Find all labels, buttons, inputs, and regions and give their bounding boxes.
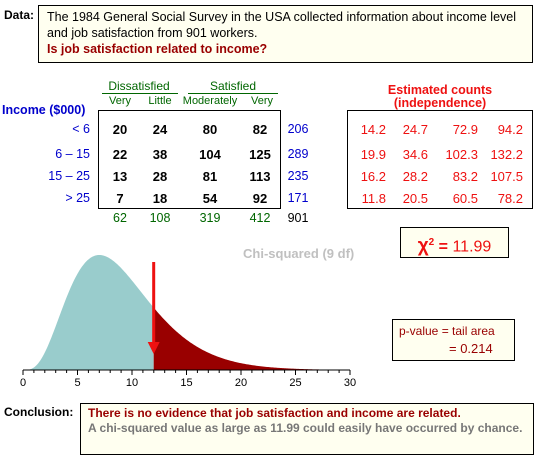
- table-cell: 20: [112, 122, 128, 137]
- estimated-cell: 14.2: [360, 122, 386, 137]
- row-total: 206: [287, 122, 309, 136]
- data-description-box: The 1984 General Social Survey in the US…: [38, 5, 533, 63]
- column-header: Very: [108, 95, 131, 107]
- table-cell: 24: [152, 122, 168, 137]
- table-cell: 92: [252, 191, 268, 206]
- table-cell: 81: [202, 169, 218, 184]
- x-axis-ticks: [22, 370, 351, 375]
- group-dissatisfied-underline: [102, 93, 178, 94]
- x-tick-label: 25: [289, 377, 302, 389]
- estimated-title-line2: (independence): [393, 96, 487, 110]
- x-tick-label: 10: [125, 377, 139, 389]
- arrow-head: [147, 342, 160, 354]
- research-question: Is job satisfaction related to income?: [47, 42, 268, 56]
- column-total: 412: [249, 211, 271, 225]
- x-tick-label: 0: [19, 377, 27, 389]
- estimated-title-line1: Estimated counts: [387, 83, 493, 97]
- estimated-cell: 19.9: [360, 147, 386, 162]
- row-total: 289: [287, 147, 309, 161]
- row-label: < 6: [72, 122, 90, 136]
- group-satisfied: Satisfied: [209, 79, 257, 93]
- row-header-income: Income ($000): [2, 103, 86, 117]
- contingency-table-box: [98, 110, 281, 209]
- arrow-shaft: [152, 262, 156, 344]
- table-cell: 28: [152, 169, 168, 184]
- density-body-area: [23, 255, 154, 370]
- estimated-cell: 16.2: [360, 169, 386, 184]
- x-tick-label: 15: [180, 377, 193, 389]
- estimated-cell: 20.5: [402, 191, 428, 206]
- row-total: 235: [287, 169, 309, 183]
- conclusion-detail: A chi-squared value as large as 11.99 co…: [88, 421, 523, 435]
- estimated-cell: 94.2: [497, 122, 523, 137]
- data-label: Data:: [4, 8, 35, 22]
- table-cell: 80: [202, 122, 218, 137]
- observed-value-arrow: [147, 262, 160, 354]
- column-total: 108: [149, 211, 171, 225]
- grand-total: 901: [287, 211, 309, 225]
- column-header: Little: [148, 95, 172, 107]
- table-cell: 54: [202, 191, 218, 206]
- chi-squared-value-box: χ2 = 11.99: [400, 227, 509, 258]
- table-cell: 38: [152, 147, 168, 162]
- estimated-cell: 72.9: [452, 122, 478, 137]
- chi-superscript: 2: [428, 237, 435, 248]
- estimated-cell: 60.5: [452, 191, 478, 206]
- estimated-cell: 11.8: [361, 191, 386, 206]
- estimated-counts-box: [347, 110, 533, 209]
- row-label: 6 – 15: [55, 147, 90, 161]
- column-header: Very: [250, 95, 273, 107]
- estimated-cell: 28.2: [402, 169, 428, 184]
- table-cell: 104: [199, 147, 221, 162]
- table-cell: 125: [249, 147, 271, 162]
- chi-value: 11.99: [452, 238, 492, 256]
- table-cell: 22: [112, 147, 128, 162]
- estimated-cell: 78.2: [497, 191, 523, 206]
- table-cell: 82: [252, 122, 268, 137]
- estimated-cell: 102.3: [445, 147, 478, 162]
- table-cell: 13: [112, 169, 128, 184]
- row-label: > 25: [65, 191, 90, 205]
- estimated-cell: 83.2: [452, 169, 478, 184]
- chi-squared-density-plot: [22, 255, 351, 375]
- column-total: 62: [113, 211, 127, 225]
- estimated-counts-title: Estimated counts (independence): [345, 84, 535, 110]
- x-tick-label: 30: [343, 377, 357, 389]
- table-cell: 18: [152, 191, 168, 206]
- p-value-line1: p-value = tail area: [399, 324, 495, 338]
- column-header: Moderately: [182, 95, 238, 107]
- density-tail-area: [153, 307, 350, 370]
- x-tick-label: 5: [74, 377, 81, 389]
- chi-symbol: χ: [417, 235, 429, 257]
- row-total: 171: [287, 191, 309, 205]
- group-dissatisfied: Dissatisfied: [108, 79, 170, 93]
- chart-title: Chi-squared (9 df): [243, 246, 355, 261]
- estimated-cell: 34.6: [402, 147, 428, 162]
- conclusion-box: There is no evidence that job satisfacti…: [80, 403, 534, 455]
- estimated-cell: 132.2: [490, 147, 523, 162]
- conclusion-main: There is no evidence that job satisfacti…: [88, 406, 461, 420]
- conclusion-label: Conclusion:: [4, 405, 74, 419]
- table-cell: 7: [116, 191, 124, 206]
- data-description: The 1984 General Social Survey in the US…: [47, 10, 517, 40]
- chi-equals: =: [438, 238, 448, 256]
- estimated-cell: 107.5: [490, 169, 523, 184]
- row-label: 15 – 25: [48, 169, 90, 183]
- p-value-box: p-value = tail area = 0.214: [392, 319, 515, 361]
- x-tick-label: 20: [234, 377, 248, 389]
- column-total: 319: [199, 211, 221, 225]
- group-satisfied-underline: [188, 93, 278, 94]
- p-value-line2: = 0.214: [449, 341, 493, 356]
- estimated-cell: 24.7: [402, 122, 428, 137]
- table-cell: 113: [249, 169, 271, 184]
